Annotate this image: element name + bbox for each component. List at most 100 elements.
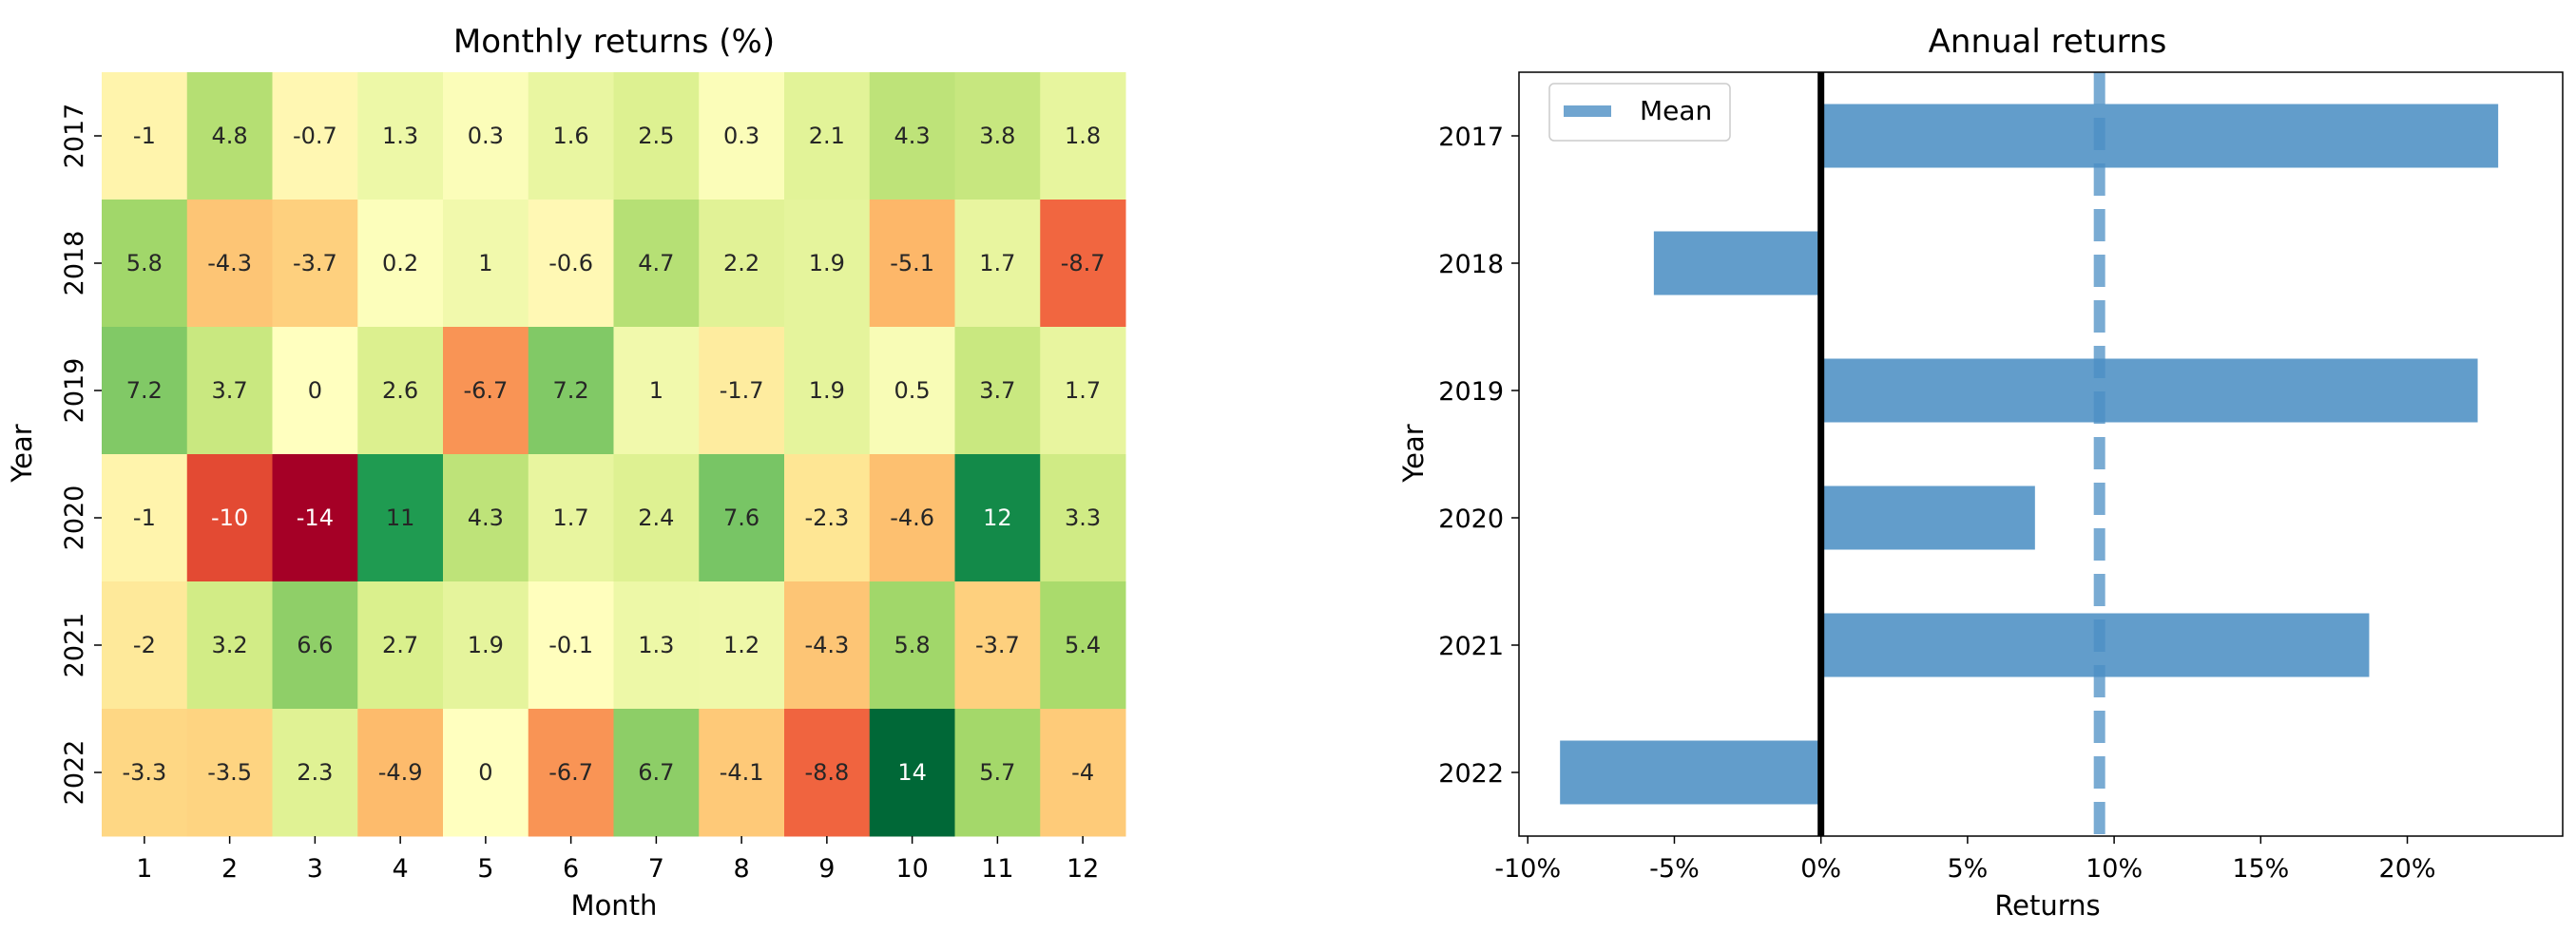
legend-swatch — [1564, 105, 1611, 117]
heatmap-cell-label: 2.4 — [638, 505, 674, 531]
heatmap-cell — [869, 200, 955, 328]
heatmap-cell-label: 0.2 — [382, 250, 418, 276]
x-tick-label: 7 — [648, 854, 664, 884]
heatmap-cell-label: -4.3 — [804, 632, 849, 658]
heatmap-cell-label: -4.6 — [890, 505, 934, 531]
heatmap-cell-label: -4.9 — [378, 759, 423, 786]
bar-2019 — [1820, 358, 2478, 423]
heatmap-cell — [357, 200, 444, 328]
heatmap-cell — [357, 327, 444, 455]
heatmap-cell-label: 14 — [897, 759, 927, 786]
heatmap-cell — [528, 327, 614, 455]
heatmap-cell — [186, 327, 273, 455]
heatmap-cell-label: 3.7 — [212, 377, 248, 404]
heatmap-cell — [1040, 454, 1126, 582]
x-tick-label: 4 — [393, 854, 409, 884]
heatmap-cell-label: 1.9 — [809, 250, 845, 276]
heatmap-cell-label: 2.5 — [638, 123, 674, 149]
y-tick-label: 2018 — [1438, 250, 1504, 279]
heatmap-cell — [102, 327, 188, 455]
heatmap-cell — [357, 454, 444, 582]
heatmap-cell — [784, 72, 871, 200]
heatmap-cell-label: -1 — [133, 123, 156, 149]
heatmap-cell — [357, 709, 444, 837]
heatmap-cell — [784, 454, 871, 582]
heatmap-cell-label: 5.4 — [1065, 632, 1101, 658]
heatmap-cell — [443, 581, 529, 710]
heatmap-cell — [357, 72, 444, 200]
heatmap-cell — [186, 454, 273, 582]
heatmap-cell — [528, 709, 614, 837]
heatmap-cell — [1040, 581, 1126, 710]
y-tick-label: 2017 — [1438, 123, 1504, 152]
heatmap-cell — [954, 709, 1041, 837]
heatmap-cell — [613, 327, 700, 455]
heatmap-cell-label: 7.2 — [126, 377, 163, 404]
heatmap-cell — [528, 581, 614, 710]
heatmap-cell — [699, 327, 785, 455]
heatmap-cell-label: 7.2 — [553, 377, 589, 404]
x-tick-label: 5 — [477, 854, 493, 884]
y-tick-label: 2022 — [60, 740, 89, 806]
heatmap-cell — [443, 327, 529, 455]
heatmap-cell-label: 1.3 — [638, 632, 674, 658]
heatmap-cell — [869, 72, 955, 200]
bar-chart-reference-lines — [1817, 72, 2105, 836]
heatmap-cell-label: -8.7 — [1061, 250, 1105, 276]
heatmap-cell-label: -1.7 — [720, 377, 764, 404]
x-tick-label: 20% — [2379, 854, 2436, 884]
x-tick-label: 15% — [2232, 854, 2289, 884]
heatmap-cell — [869, 454, 955, 582]
heatmap-cell-label: 1 — [478, 250, 492, 276]
heatmap-cell — [699, 72, 785, 200]
annual-returns-chart: Annual returns -10% -5% 0% 5% 10% 15% 20% 2017… — [1397, 23, 2564, 922]
heatmap-cell-label: 3.3 — [1065, 505, 1101, 531]
heatmap-cell-label: 2.6 — [382, 377, 418, 404]
bar-2017 — [1820, 104, 2499, 168]
heatmap-cell — [272, 454, 358, 582]
heatmap-cell — [869, 581, 955, 710]
x-tick-label: 10% — [2086, 854, 2143, 884]
x-tick-label: 2 — [221, 854, 238, 884]
heatmap-cell-label: 1.7 — [979, 250, 1015, 276]
heatmap-cell-label: 3.7 — [979, 377, 1015, 404]
heatmap-cell — [1040, 709, 1126, 837]
heatmap-x-label: Month — [571, 889, 658, 922]
heatmap-cell — [954, 454, 1041, 582]
bar-chart-y-ticks: 2017 2018 2019 2020 2021 2022 — [1438, 123, 1519, 789]
x-tick-label: 3 — [307, 854, 323, 884]
heatmap-cell-label: 1 — [649, 377, 663, 404]
heatmap-cell-label: 2.2 — [723, 250, 759, 276]
heatmap-cell — [699, 200, 785, 328]
heatmap-chart: Monthly returns (%) -1 4.8 -0.7 1.3 0.3 1.6 2.… — [6, 23, 1126, 922]
heatmap-cell-label: 2.7 — [382, 632, 418, 658]
heatmap-cell — [528, 72, 614, 200]
x-tick-label: 0% — [1800, 854, 1841, 884]
heatmap-cell-label: 7.6 — [723, 505, 759, 531]
y-tick-label: 2019 — [60, 358, 89, 424]
bar-2022 — [1560, 740, 1821, 805]
heatmap-cell-label: -0.1 — [548, 632, 593, 658]
heatmap-cell — [272, 327, 358, 455]
heatmap-cell-label: 5.8 — [126, 250, 163, 276]
heatmap-cell-label: 3.8 — [979, 123, 1015, 149]
bar-2018 — [1653, 231, 1821, 295]
heatmap-cell — [784, 581, 871, 710]
bar-chart-legend: Mean — [1548, 83, 1731, 142]
heatmap-cell-label: 1.9 — [809, 377, 845, 404]
heatmap-cells: -1 4.8 -0.7 1.3 0.3 1.6 2.5 0.3 2.1 4.3 3.8 1.8 5.8 -… — [102, 72, 1126, 837]
heatmap-cell-label: 12 — [983, 505, 1012, 531]
heatmap-cell-label: 3.2 — [212, 632, 248, 658]
x-tick-label: -10% — [1494, 854, 1561, 884]
bar-chart-title: Annual returns — [1929, 23, 2167, 61]
heatmap-cell-label: -4 — [1071, 759, 1094, 786]
y-tick-label: 2019 — [1438, 377, 1504, 407]
heatmap-cell — [102, 200, 188, 328]
heatmap-cell-label: -0.6 — [548, 250, 593, 276]
heatmap-cell — [699, 709, 785, 837]
heatmap-cell-label: -14 — [297, 505, 334, 531]
heatmap-cell — [954, 581, 1041, 710]
heatmap-cell-label: -8.8 — [804, 759, 849, 786]
heatmap-title: Monthly returns (%) — [453, 23, 775, 61]
heatmap-cell — [186, 200, 273, 328]
